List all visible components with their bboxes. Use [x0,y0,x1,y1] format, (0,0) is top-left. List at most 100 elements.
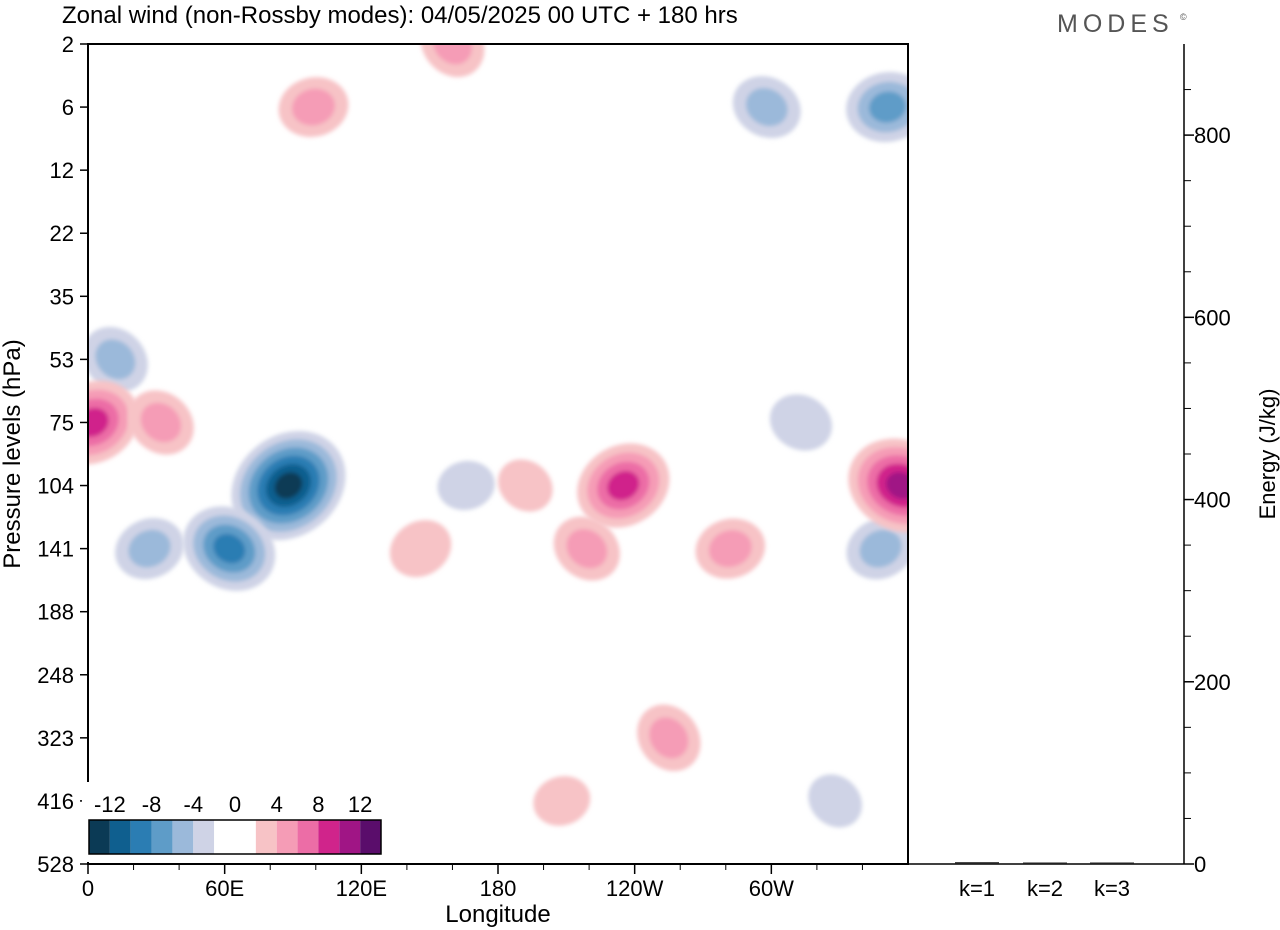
energy-categories: k=1 k=2 k=3 [959,876,1130,901]
contour-band [95,339,136,380]
wind-feature [88,326,148,392]
energy-panel: 0 200 400 600 800 k=1 k=2 k=3 Energy (J/kg) [908,44,1280,901]
y-tick-label: 12 [50,158,74,183]
colorbar-swatch [276,820,298,854]
contour-band [389,520,452,578]
y-tick-label: 104 [37,474,74,499]
wind-feature [88,380,139,465]
contour-band [292,88,335,126]
y-tick-label: 35 [50,284,74,309]
wind-feature [848,438,908,533]
y-tick-label: 53 [50,347,74,372]
wind-feature [278,77,349,138]
wind-feature [183,506,276,591]
chart-title: Zonal wind (non-Rossby modes): 04/05/202… [62,2,738,29]
y-tick-label: 323 [37,726,74,751]
contour-band [437,460,495,511]
y-tick-label: 22 [50,221,74,246]
contour-band [708,530,752,568]
colorbar-label: -8 [142,792,162,817]
colorbar-swatch [297,820,319,854]
y-axis: 2 6 12 22 35 53 75 104 141 188 248 323 416 528 [37,32,88,877]
energy-tick-label: 800 [1194,123,1231,148]
contour-band [140,402,182,443]
x-tick-label: 120E [336,876,387,901]
y-tick-label: 75 [50,410,74,435]
contour-band [533,776,591,826]
colorbar-label: -4 [184,792,204,817]
contour-band [649,717,689,759]
wind-feature [637,704,701,772]
y-tick-label: 2 [62,32,74,57]
contour-band [745,87,788,127]
colorbar-label: -12 [94,792,126,817]
wind-feature [695,518,766,579]
x-tick-label: 180 [480,876,517,901]
colorbar-swatch [360,820,381,854]
energy-y-axis: 0 200 400 600 800 [1184,89,1231,877]
colorbar-swatch [339,820,361,854]
y-tick-label: 248 [37,663,74,688]
heatmap-panel: 2 6 12 22 35 53 75 104 141 188 248 323 416 528 0 60E 12… [0,32,909,928]
wind-feature [389,520,452,578]
energy-bars [955,862,1134,864]
y-tick-label: 6 [62,95,74,120]
energy-category-label: k=2 [1027,876,1063,901]
colorbar-swatch [172,820,194,854]
energy-category-label: k=3 [1094,876,1130,901]
wind-feature [846,517,908,580]
colorbar-swatch [235,820,256,854]
wind-feature [553,516,620,581]
wind-feature [846,72,908,143]
wind-feature [533,776,591,826]
contour-band [128,529,171,568]
y-tick-label: 528 [37,852,74,877]
y-tick-label: 188 [37,600,74,625]
colorbar-labels: -12 -8 -4 0 4 8 12 [94,792,372,817]
contour-band [274,472,303,499]
energy-bar [955,862,999,864]
wind-feature [577,443,670,528]
wind-feature [437,460,495,511]
energy-tick-label: 0 [1194,852,1206,877]
wind-field [88,44,908,828]
wind-feature [127,390,194,455]
energy-bar [1023,862,1067,864]
heatmap-background [88,44,908,864]
x-axis: 0 60E 120E 180 120W 60W [82,864,863,901]
contour-band [566,528,608,569]
energy-tick-label: 400 [1194,488,1231,513]
contour-band [420,44,485,78]
colorbar-swatch [89,820,110,854]
energy-axis-label: Energy (J/kg) [1255,389,1280,520]
contour-band [886,472,908,499]
brand-logo: MODES [1057,10,1174,38]
colorbar: -12 -8 -4 0 4 8 12 [82,782,388,862]
x-tick-label: 60E [205,876,244,901]
x-tick-label: 60W [749,876,794,901]
brand-mark: © [1180,12,1187,22]
wind-feature [808,774,862,828]
colorbar-swatch [151,820,173,854]
colorbar-swatch [109,820,131,854]
wind-feature [231,430,346,541]
colorbar-swatch [130,820,152,854]
contour-band [88,407,109,438]
energy-tick-label: 200 [1194,670,1231,695]
wind-feature [769,394,832,451]
colorbar-label: 8 [312,792,324,817]
colorbar-frame [88,819,382,855]
x-tick-label: 0 [82,876,94,901]
colorbar-label: 0 [229,792,241,817]
y-axis-label: Pressure levels (hPa) [0,339,26,568]
colorbar-swatches [88,819,382,855]
contour-band [498,459,553,512]
colorbar-swatch [214,820,235,854]
colorbar-label: 4 [271,792,283,817]
energy-bar [1090,862,1134,864]
colorbar-label: 12 [348,792,372,817]
contour-band [607,470,640,501]
x-axis-label: Longitude [445,901,550,928]
y-tick-label: 416 [37,789,74,814]
